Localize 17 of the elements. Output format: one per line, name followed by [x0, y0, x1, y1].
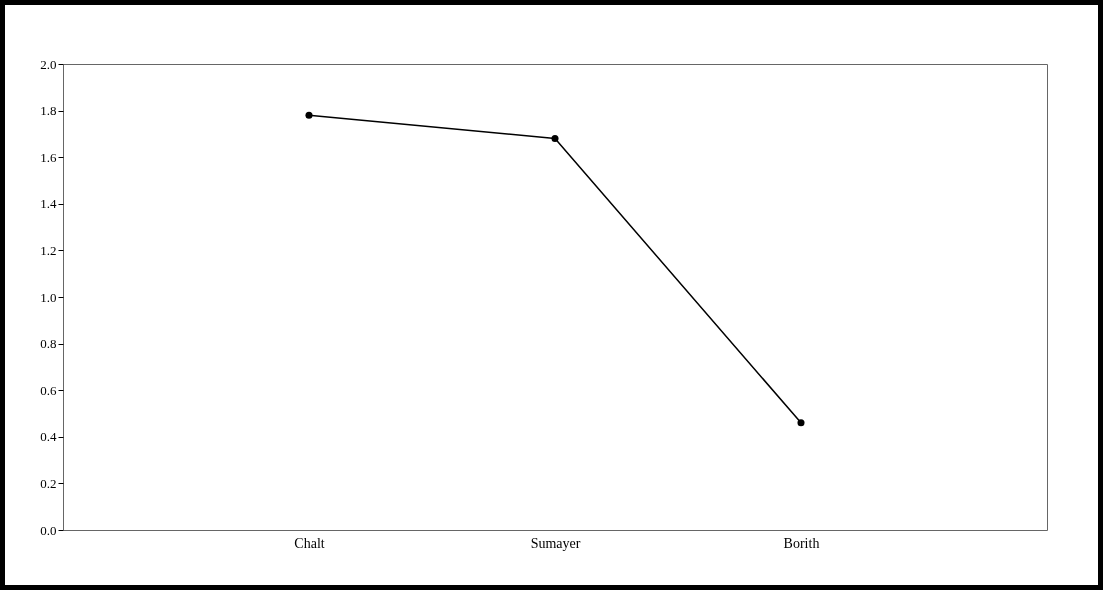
y-tick-label: 1.2: [40, 242, 57, 258]
x-tick-label: Sumayer: [530, 535, 581, 551]
y-tick-label: 0.4: [40, 429, 57, 445]
y-tick-label: 0.8: [40, 336, 57, 352]
y-tick-label: 0.2: [40, 475, 57, 491]
y-tick-label: 1.8: [40, 103, 57, 119]
point: [797, 419, 805, 427]
x-tick-label: Chalt: [294, 535, 325, 551]
y-tick-label: 1.6: [40, 149, 57, 165]
point: [551, 135, 559, 143]
y-tick-label: 2.0: [40, 56, 57, 72]
point: [305, 111, 313, 119]
y-tick-label: 1.0: [40, 289, 57, 305]
y-tick-label: 0.0: [40, 522, 57, 538]
y-tick-label: 1.4: [40, 196, 57, 212]
y-tick-label: 0.6: [40, 382, 57, 398]
x-tick-label: Borith: [783, 535, 820, 551]
